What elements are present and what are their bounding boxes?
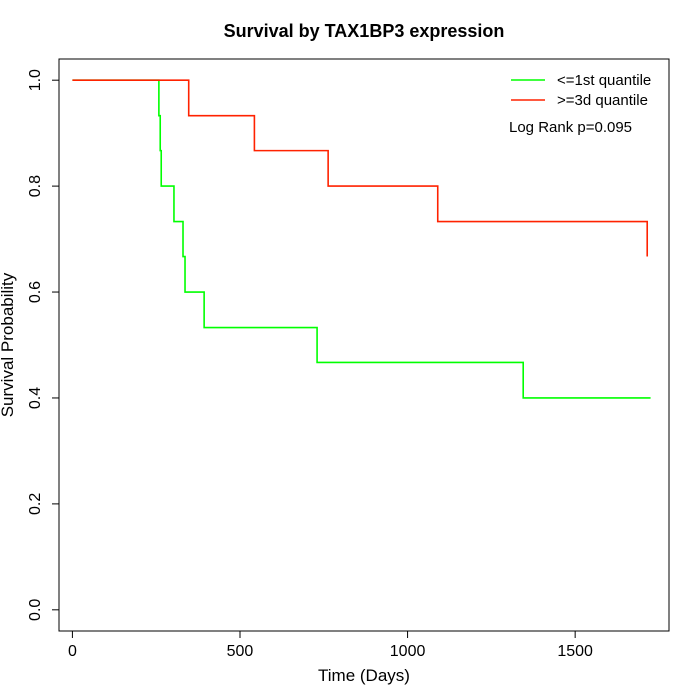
- y-tick-label: 0.0: [27, 599, 44, 621]
- x-axis: 0 500 1000 1500: [68, 630, 593, 660]
- y-tick-label: 1.0: [27, 69, 44, 91]
- x-tick-label: 1000: [390, 643, 426, 660]
- y-axis-label: Survival Probability: [0, 272, 17, 417]
- y-axis: 0.0 0.2 0.4 0.6 0.8 1.0: [27, 69, 60, 621]
- y-tick-label: 0.8: [27, 175, 44, 197]
- legend: <=1st quantile >=3d quantile: [511, 72, 651, 109]
- x-tick-label: 1500: [557, 643, 593, 660]
- x-tick-label: 500: [227, 643, 254, 660]
- y-tick-label: 0.2: [27, 493, 44, 515]
- legend-label: >=3d quantile: [557, 92, 648, 109]
- survival-curve-low: [72, 79, 651, 399]
- x-tick-label: 0: [68, 643, 77, 660]
- survival-curve-high: [72, 79, 649, 257]
- series-layer: [72, 79, 651, 399]
- legend-label: <=1st quantile: [557, 72, 651, 89]
- log-rank-annotation: Log Rank p=0.095: [509, 119, 632, 136]
- y-tick-label: 0.6: [27, 281, 44, 303]
- y-tick-label: 0.4: [27, 387, 44, 409]
- chart-title: Survival by TAX1BP3 expression: [224, 21, 505, 41]
- x-axis-label: Time (Days): [318, 666, 410, 685]
- plot-frame: [58, 58, 670, 632]
